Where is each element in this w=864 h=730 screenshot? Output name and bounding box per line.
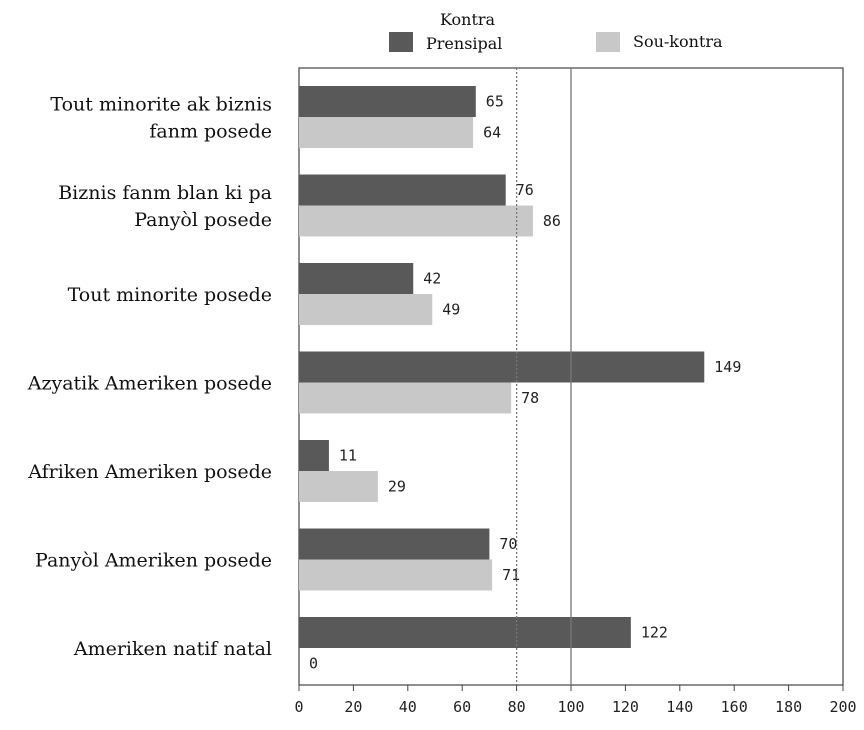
value-label: 65	[486, 93, 504, 111]
bar-sou-kontra-3	[299, 382, 512, 414]
category-label: Ameriken natif natal	[73, 638, 272, 660]
value-label: 49	[442, 301, 460, 319]
x-tick-label: 20	[344, 698, 362, 716]
value-label: 71	[502, 566, 520, 584]
x-tick-label: 200	[829, 698, 856, 716]
category-label: Afriken Ameriken posede	[27, 461, 272, 483]
bar-kontra-prensipal-3	[299, 351, 705, 383]
bar-kontra-prensipal-1	[299, 174, 506, 206]
value-label: 70	[499, 535, 517, 553]
x-tick-label: 60	[453, 698, 471, 716]
bar-sou-kontra-5	[299, 559, 493, 591]
bar-sou-kontra-2	[299, 294, 433, 325]
bar-kontra-prensipal-2	[299, 263, 414, 294]
x-tick-label: 0	[294, 698, 303, 716]
legend-swatch-kontra-prensipal	[389, 32, 413, 52]
category-label: Tout minorite ak biznis fanm posede	[50, 94, 272, 143]
bar-kontra-prensipal-5	[299, 528, 490, 560]
value-label: 76	[516, 181, 534, 199]
legend-label-sou-kontra: Sou-kontra	[633, 32, 723, 51]
value-label: 29	[388, 478, 406, 496]
x-axis: 0 20 40 60 80 100 120 140 160 180 200	[294, 685, 857, 716]
bar-sou-kontra-1	[299, 205, 533, 237]
bar-kontra-prensipal-0	[299, 86, 476, 117]
x-tick-label: 120	[612, 698, 639, 716]
x-tick-label: 160	[721, 698, 748, 716]
bar-kontra-prensipal-4	[299, 440, 329, 471]
category-label: Panyòl Ameriken posede	[35, 550, 272, 572]
legend: Kontra Prensipal Sou-kontra	[389, 10, 723, 53]
value-label: 86	[543, 212, 561, 230]
plot-area: 65 76 42 149 11 70 122 64 86 49 78 29 71 0	[298, 67, 844, 686]
value-label: 0	[309, 655, 318, 673]
x-tick-label: 180	[775, 698, 802, 716]
value-label: 42	[423, 270, 441, 288]
category-label: Tout minorite posede	[68, 284, 272, 306]
x-tick-label: 140	[666, 698, 693, 716]
x-tick-label: 100	[557, 698, 584, 716]
bar-sou-kontra-4	[299, 471, 378, 502]
value-label: 78	[521, 389, 539, 407]
category-label: Azyatik Ameriken posede	[27, 373, 272, 395]
bar-kontra-prensipal-6	[299, 617, 631, 648]
value-label: 11	[339, 447, 357, 465]
value-label: 122	[641, 624, 668, 642]
x-tick-label: 80	[508, 698, 526, 716]
value-label: 64	[483, 124, 501, 142]
category-labels: Tout minorite ak biznis fanm posede Biznis…	[27, 94, 272, 661]
category-label: Biznis fanm blan ki pa Panyòl posede	[58, 182, 272, 231]
bar-sou-kontra-0	[299, 117, 474, 148]
value-label: 149	[714, 358, 741, 376]
legend-swatch-sou-kontra	[596, 32, 620, 52]
x-tick-label: 40	[399, 698, 417, 716]
legend-label-kontra-prensipal: Kontra Prensipal	[426, 10, 502, 53]
